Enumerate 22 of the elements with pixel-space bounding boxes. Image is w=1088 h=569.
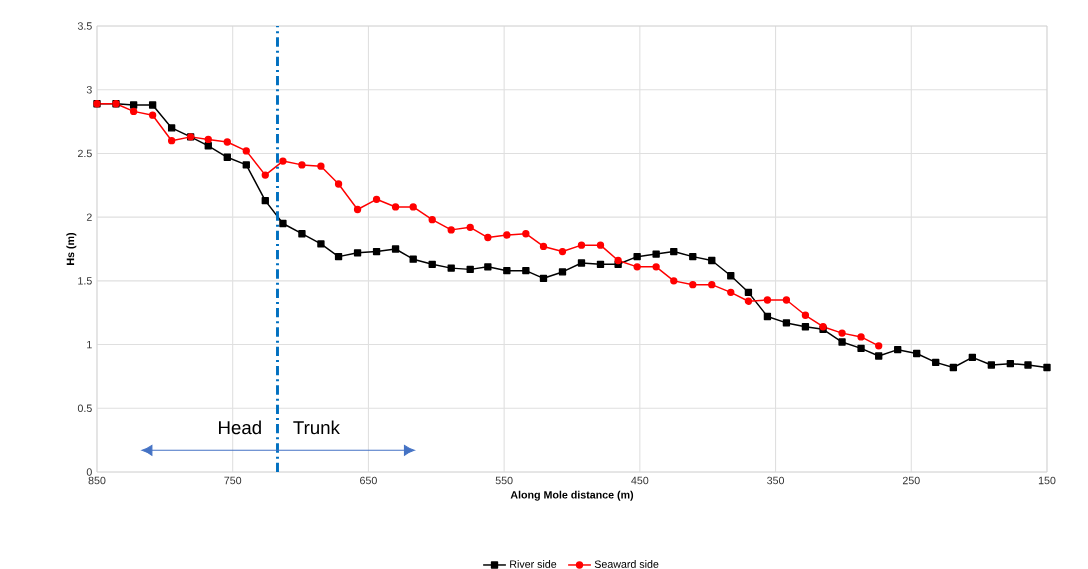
y-axis-title: Hs (m) <box>66 232 77 265</box>
x-tick-label: 650 <box>360 476 377 485</box>
y-tick-label: 0 <box>86 468 92 476</box>
annotation: Head <box>219 420 261 435</box>
x-axis-title: Along Mole distance (m) <box>510 490 634 501</box>
x-tick-label: 350 <box>767 476 785 485</box>
y-tick-label: 3.5 <box>77 22 92 30</box>
legend-label: Seaward side <box>594 560 659 568</box>
x-tick-label: 550 <box>495 476 513 485</box>
x-tick-label: 850 <box>88 476 106 485</box>
x-tick-label: 150 <box>1038 476 1056 485</box>
y-tick-label: 2.5 <box>78 149 92 158</box>
y-tick-label: 1 <box>87 340 92 349</box>
legend-label: River side <box>510 560 557 568</box>
x-tick-label: 250 <box>902 476 920 485</box>
y-tick-label: 3 <box>86 85 92 94</box>
annotation: Trunk <box>293 420 340 435</box>
x-tick-label: 750 <box>224 476 242 485</box>
y-tick-label: 0.5 <box>77 404 92 413</box>
x-tick-label: 450 <box>631 476 649 485</box>
y-tick-label: 2 <box>86 213 92 221</box>
y-tick-label: 1.5 <box>78 277 92 285</box>
